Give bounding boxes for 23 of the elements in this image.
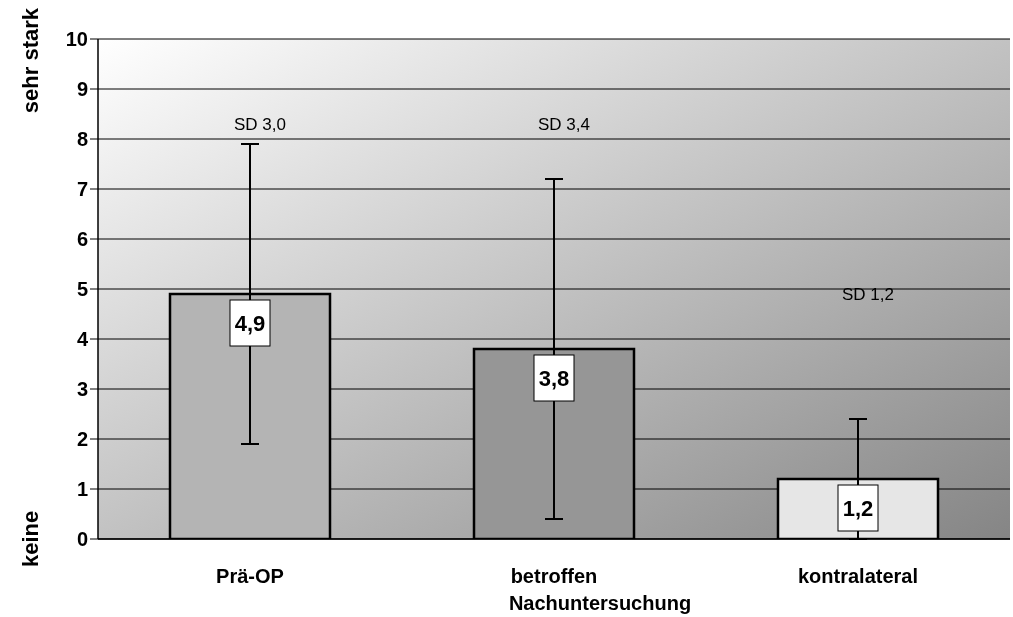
annotation: SD 3,4 [538,114,590,134]
y-tick-label: 1 [76,478,88,501]
y-tick-label: 9 [76,78,88,101]
data-label: 3,8 [538,365,570,391]
annotation: SD 3,0 [234,114,286,134]
x-tick-label: kontralateral [797,565,919,588]
y-tick-label: 4 [76,328,89,351]
annotation: SD 1,2 [842,284,894,304]
data-label: 4,9 [234,310,266,336]
x-tick-label: Prä-OP [216,565,284,588]
data-label: 1,2 [842,495,874,521]
y-tick-label: 0 [76,528,88,551]
x-tick-label: betroffen [510,565,598,588]
text: sehr stark [18,7,43,114]
y-tick-label: 8 [76,128,88,151]
y-tick-label: 3 [76,378,88,401]
text: keine [18,510,43,567]
y-tick-label: 7 [76,178,88,201]
y-tick-label: 2 [76,428,88,451]
x-axis-title: Nachuntersuchung [508,592,692,614]
y-tick-label: 6 [76,228,88,251]
y-tick-label: 5 [76,278,88,301]
y-tick-label: 10 [65,28,88,51]
